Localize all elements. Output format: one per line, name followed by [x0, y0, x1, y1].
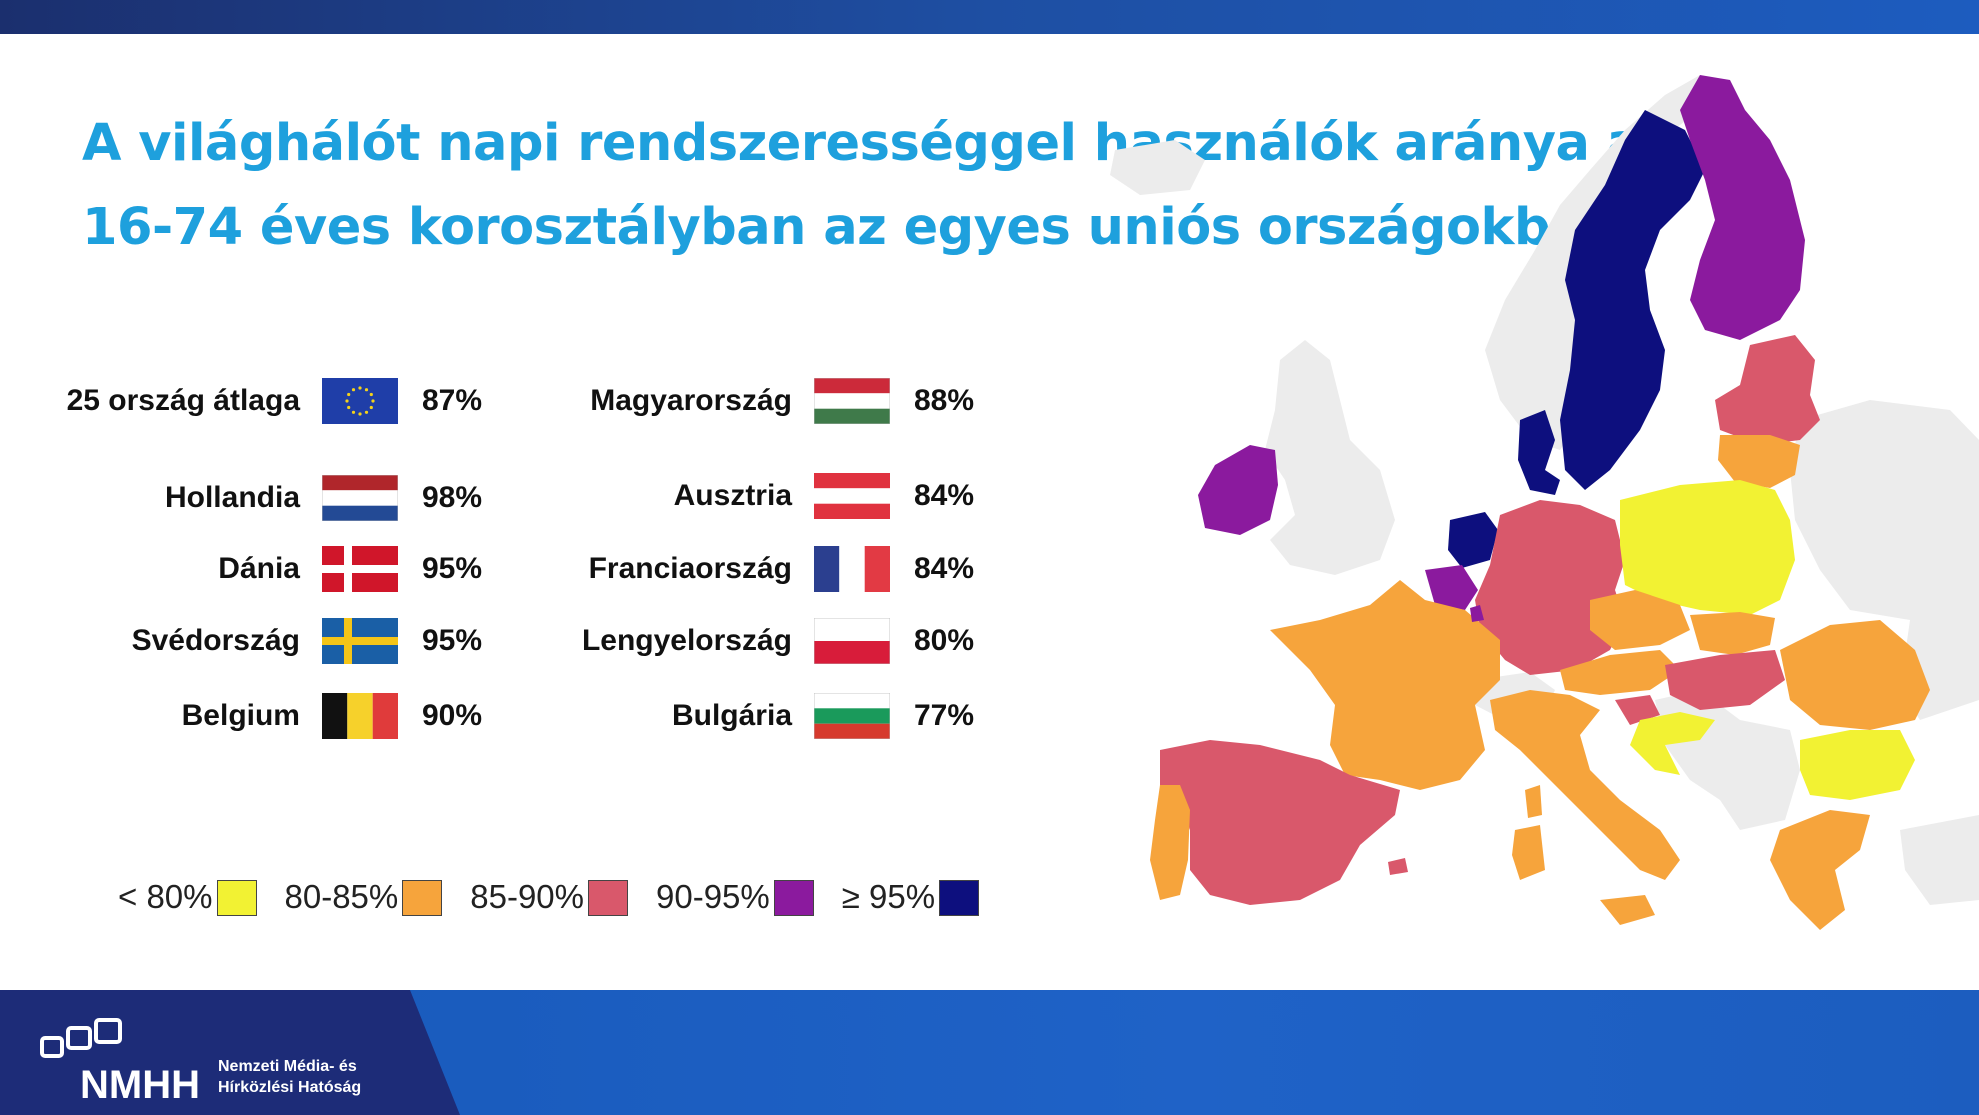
- turkey-region: [1900, 815, 1979, 905]
- legend-item: 90-95%: [656, 878, 814, 916]
- nmhh-logo-icon: NMHH: [40, 1018, 200, 1106]
- country-value: 88%: [914, 384, 975, 417]
- portugal-region: [1150, 785, 1190, 900]
- hungary-region: [1665, 650, 1785, 710]
- legend-item: ≥ 95%: [842, 878, 980, 916]
- no-data-regions: [1110, 75, 1979, 905]
- austria-region: [1560, 650, 1680, 695]
- country-value: 77%: [914, 699, 975, 732]
- italy-region: [1490, 690, 1680, 880]
- france-flag-icon: [814, 546, 890, 592]
- denmark-region: [1518, 410, 1560, 495]
- germany-region: [1475, 500, 1625, 675]
- sicily-region: [1600, 895, 1655, 925]
- hungary-flag-icon: [814, 378, 890, 424]
- row-belgium: Belgium 90%: [0, 692, 482, 740]
- row-hungary: Magyarország 88%: [492, 377, 974, 425]
- country-name: 25 ország átlaga: [66, 384, 300, 417]
- country-name: Hollandia: [164, 481, 300, 514]
- europe-choropleth-map: [1110, 75, 1979, 930]
- sardinia-region: [1512, 825, 1545, 880]
- slovakia-region: [1690, 612, 1775, 655]
- legend-item: 85-90%: [470, 878, 628, 916]
- legend-item: < 80%: [118, 878, 257, 916]
- denmark-flag-icon: [322, 546, 398, 592]
- legend-swatch: [216, 880, 257, 916]
- country-name: Lengyelország: [581, 624, 792, 657]
- luxembourg-region: [1470, 605, 1484, 622]
- footer-logo-panel: [0, 990, 460, 1115]
- croatia-region: [1630, 712, 1715, 775]
- country-value: 95%: [422, 552, 483, 585]
- row-denmark: Dánia 95%: [0, 545, 482, 593]
- iceland-region: [1110, 140, 1205, 195]
- country-value: 84%: [914, 552, 975, 585]
- country-name: Magyarország: [590, 384, 792, 417]
- map-legend: < 80% 80-85% 85-90% 90-95% ≥ 95%: [118, 878, 1007, 916]
- bulgaria-flag-icon: [814, 693, 890, 739]
- legend-swatch: [402, 880, 443, 916]
- lithuania-region: [1718, 435, 1800, 488]
- country-name: Bulgária: [671, 699, 792, 732]
- row-france: Franciaország 84%: [492, 545, 974, 593]
- country-value: 98%: [422, 481, 483, 514]
- belgium-region: [1425, 565, 1478, 610]
- balkans-region: [1655, 690, 1800, 830]
- row-sweden: Svédország 95%: [0, 617, 482, 665]
- norway-region: [1485, 75, 1735, 450]
- legend-swatch: [588, 880, 628, 916]
- finland-region: [1680, 75, 1805, 340]
- slovenia-region: [1615, 695, 1660, 725]
- sweden-flag-icon: [322, 618, 398, 664]
- country-name: Belgium: [181, 699, 300, 732]
- svg-text:NMHH: NMHH: [80, 1063, 200, 1106]
- netherlands-flag-icon: [322, 475, 398, 521]
- row-netherlands: Hollandia 98%: [0, 474, 482, 522]
- bulgaria-region: [1800, 730, 1915, 800]
- country-value: 95%: [422, 624, 483, 657]
- country-name: Franciaország: [588, 552, 792, 585]
- country-name: Svédország: [131, 624, 300, 657]
- netherlands-region: [1448, 512, 1498, 568]
- legend-swatch: [773, 880, 814, 916]
- spain-region: [1160, 740, 1400, 905]
- legend-swatch: [939, 880, 980, 916]
- belgium-flag-icon: [322, 693, 398, 739]
- baltics-region: [1715, 335, 1820, 445]
- romania-region: [1780, 620, 1930, 730]
- eu-flag-icon: [322, 378, 398, 424]
- footer-bar: NMHH Nemzeti Média- és Hírközlési Hatósá…: [0, 990, 1979, 1115]
- great-britain-region: [1265, 340, 1395, 575]
- austria-flag-icon: [814, 473, 890, 519]
- country-value: 80%: [914, 624, 975, 657]
- ireland-region: [1198, 445, 1278, 535]
- balearics-region: [1388, 858, 1408, 875]
- organization-name: Nemzeti Média- és Hírközlési Hatóság: [218, 1058, 362, 1096]
- country-value: 87%: [422, 384, 483, 417]
- country-value: 84%: [914, 479, 975, 512]
- row-eu-average: 25 ország átlaga 87%: [0, 377, 482, 425]
- sweden-region: [1560, 110, 1705, 490]
- row-austria: Ausztria 84%: [492, 472, 974, 520]
- belarus-ukraine-region: [1790, 400, 1979, 720]
- page-title: A világhálót napi rendszerességgel haszn…: [82, 102, 1641, 270]
- title-line-2: 16-74 éves korosztályban az egyes uniós …: [82, 198, 1620, 257]
- country-name: Ausztria: [673, 479, 792, 512]
- france-region: [1270, 580, 1500, 790]
- top-banner: [0, 0, 1979, 34]
- poland-flag-icon: [814, 618, 890, 664]
- row-poland: Lengyelország 80%: [492, 617, 974, 665]
- row-bulgaria: Bulgária 77%: [492, 692, 974, 740]
- country-name: Dánia: [218, 552, 300, 585]
- poland-region: [1620, 480, 1795, 615]
- title-line-1: A világhálót napi rendszerességgel haszn…: [82, 114, 1641, 173]
- legend-item: 80-85%: [285, 878, 443, 916]
- corsica-region: [1525, 785, 1542, 818]
- greece-region: [1770, 810, 1870, 930]
- country-value: 90%: [422, 699, 483, 732]
- czechia-region: [1590, 590, 1690, 650]
